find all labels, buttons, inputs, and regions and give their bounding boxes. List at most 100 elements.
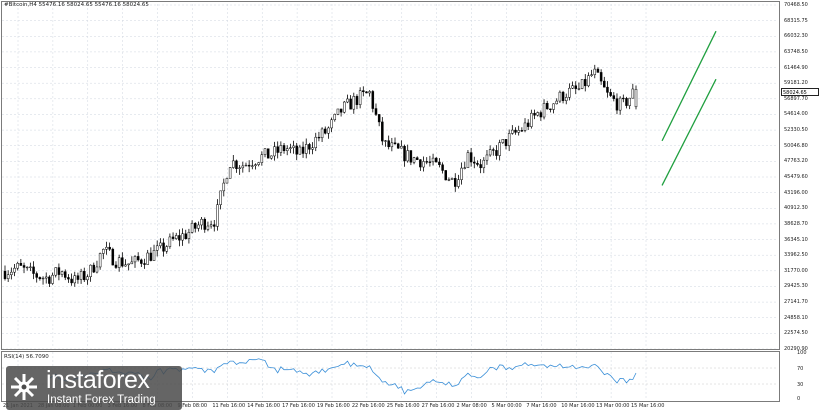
- candle-body: [238, 167, 241, 169]
- candle-body: [514, 129, 517, 133]
- candle-body: [564, 97, 568, 101]
- candle-body: [222, 182, 226, 192]
- candle-body: [289, 147, 292, 149]
- candle-body: [311, 147, 314, 150]
- candle-body: [498, 142, 501, 156]
- candle-body: [425, 161, 428, 163]
- candle-body: [247, 164, 251, 167]
- candle-body: [609, 92, 612, 96]
- candle-body: [44, 276, 48, 279]
- candle-body: [612, 95, 616, 99]
- time-tick-label: 19 Feb 16:00: [317, 403, 350, 409]
- candle-body: [270, 155, 273, 159]
- candle-body: [450, 178, 454, 180]
- time-tick-label: 17 Feb 16:00: [282, 403, 315, 409]
- candle-body: [415, 157, 419, 160]
- channel-upper-line: [661, 30, 717, 142]
- price-tick-label: 22574.50: [784, 330, 808, 337]
- candle-body: [86, 276, 89, 281]
- candle-body: [530, 112, 533, 127]
- candle-body: [523, 122, 527, 131]
- candle-body: [57, 267, 61, 275]
- candle-body: [482, 159, 486, 169]
- current-price-label: 58024.65: [781, 88, 819, 96]
- candle-body: [174, 235, 178, 239]
- candle-body: [194, 222, 197, 229]
- candle-body: [257, 162, 260, 165]
- candle-body: [476, 162, 479, 165]
- candle-body: [584, 79, 587, 87]
- price-tick-label: 61464.90: [784, 64, 808, 71]
- candle-body: [13, 267, 16, 273]
- rsi-tick-label: 70: [797, 366, 804, 372]
- candle-body: [29, 266, 32, 268]
- candle-body: [136, 256, 140, 261]
- candle-body: [327, 127, 330, 134]
- candle-body: [628, 97, 631, 106]
- price-tick-label: 63748.50: [784, 48, 808, 55]
- candle-body: [625, 98, 628, 106]
- candle-body: [320, 128, 324, 139]
- candle-body: [352, 96, 356, 110]
- candle-body: [111, 248, 115, 266]
- candle-body: [301, 146, 305, 154]
- candle-body: [276, 146, 279, 153]
- time-tick-label: 9 Feb 08:00: [177, 403, 208, 409]
- candle-body: [171, 236, 175, 239]
- candle-body: [324, 128, 327, 134]
- candle-body: [254, 164, 257, 167]
- rsi-panel-frame: [1, 351, 780, 402]
- candle-body: [3, 270, 7, 279]
- candle-body: [251, 165, 254, 167]
- candle-body: [292, 145, 295, 148]
- candle-body: [396, 143, 400, 149]
- candle-body: [428, 161, 432, 163]
- price-tick-label: 68315.75: [784, 17, 808, 24]
- candle-body: [143, 263, 146, 265]
- rsi-label: RSI(14) 56.7090: [4, 354, 49, 360]
- price-tick-label: 47763.20: [784, 158, 808, 165]
- time-tick-label: 11 Feb 16:00: [212, 403, 246, 409]
- candle-body: [266, 148, 270, 159]
- candle-body: [587, 75, 590, 87]
- candle-body: [479, 164, 482, 169]
- candle-body: [298, 146, 302, 155]
- candle-body: [168, 236, 172, 247]
- candle-body: [431, 157, 435, 163]
- candle-body: [466, 152, 470, 169]
- candle-body: [146, 252, 149, 265]
- candle-body: [22, 265, 26, 268]
- logo-name: instaforex: [46, 366, 150, 394]
- candle-body: [25, 266, 29, 269]
- candle-body: [574, 85, 578, 89]
- candle-body: [568, 87, 571, 98]
- price-tick-label: 20290.90: [784, 346, 808, 352]
- candle-body: [83, 271, 86, 281]
- candle-body: [542, 103, 546, 118]
- price-tick-label: 66032.30: [784, 33, 808, 40]
- time-tick-label: 15 Mar 16:00: [631, 403, 665, 409]
- candle-body: [406, 150, 409, 162]
- price-tick-label: 40912.30: [784, 205, 808, 212]
- candle-body: [225, 178, 229, 184]
- candle-body: [631, 88, 635, 99]
- candle-body: [308, 144, 311, 150]
- candle-body: [400, 145, 403, 149]
- candle-body: [580, 79, 584, 89]
- candle-body: [374, 108, 378, 115]
- candle-body: [124, 264, 127, 267]
- price-tick-label: 29425.30: [784, 283, 808, 290]
- candle-body: [618, 97, 622, 111]
- candle-body: [114, 264, 118, 268]
- candle-body: [190, 222, 194, 233]
- candle-body: [19, 263, 23, 266]
- candle-body: [213, 224, 216, 227]
- candle-body: [165, 246, 168, 252]
- candle-body: [358, 90, 362, 105]
- candle-body: [155, 245, 159, 251]
- chart-frames: [1, 1, 780, 402]
- candle-body: [555, 100, 558, 105]
- candle-body: [577, 88, 581, 90]
